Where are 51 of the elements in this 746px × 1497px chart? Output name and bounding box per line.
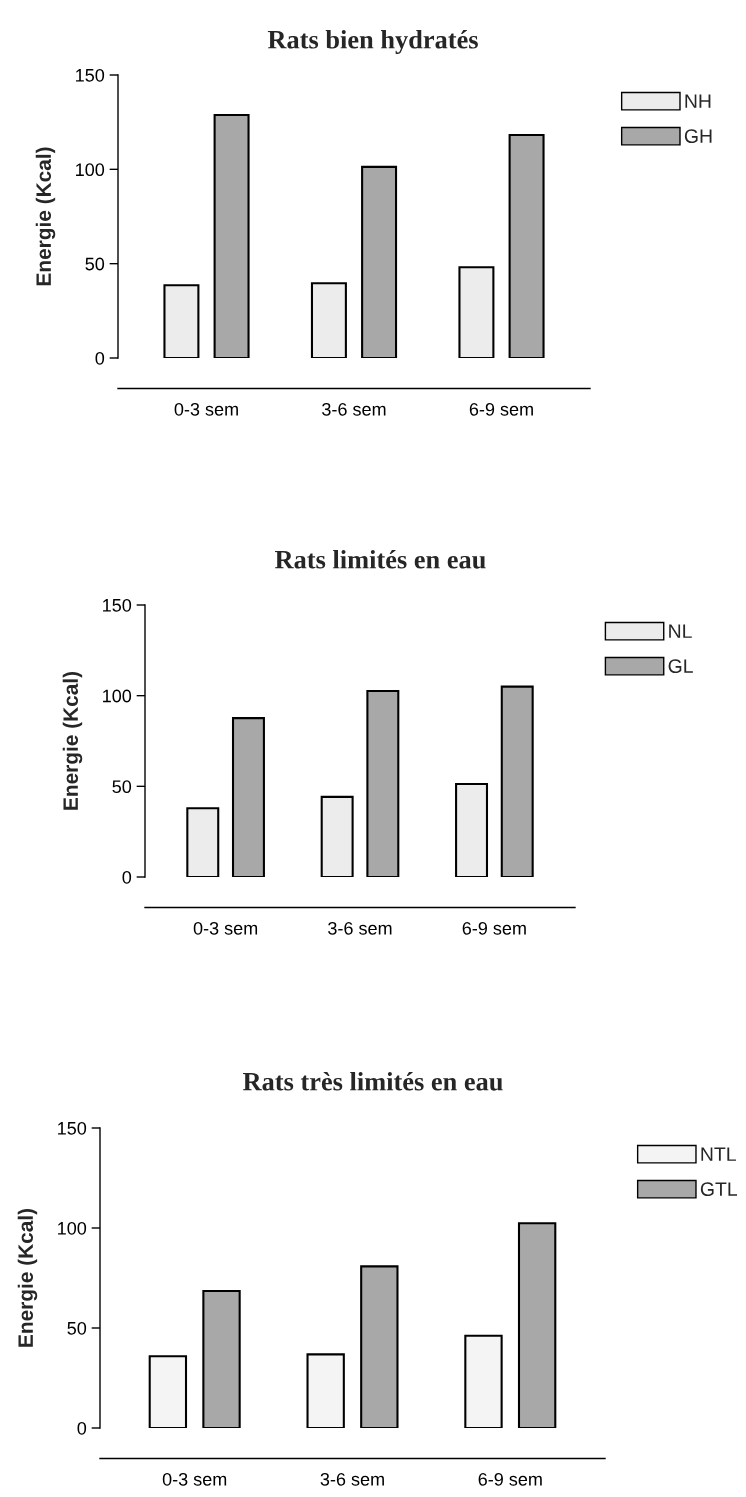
x-tick-label: 3-6 sem — [328, 921, 392, 935]
bar — [306, 1353, 345, 1428]
bar — [213, 113, 250, 358]
bar — [500, 685, 534, 877]
x-tick-label: 3-6 sem — [320, 1472, 384, 1486]
bar — [360, 1265, 399, 1428]
y-tick-label: 50 — [85, 257, 105, 271]
bar — [464, 1334, 503, 1428]
legend-label: GTL — [700, 1182, 738, 1196]
bar — [366, 689, 400, 877]
chart-title: Rats bien hydratés — [267, 30, 478, 55]
y-tick-label: 150 — [58, 1121, 87, 1135]
legend-label: NTL — [701, 1147, 736, 1161]
x-tick-label: 6-9 sem — [469, 402, 533, 416]
y-tick-label: 150 — [76, 68, 105, 82]
x-tick-label: 3-6 sem — [322, 402, 386, 416]
chart-title: Rats limités en eau — [275, 549, 486, 569]
y-tick-label: 0 — [122, 870, 132, 884]
bar — [320, 795, 354, 877]
bar — [455, 782, 489, 877]
bar — [458, 266, 495, 358]
bar — [231, 717, 265, 877]
x-tick-label: 0-3 sem — [162, 1472, 227, 1486]
y-tick-label: 0 — [95, 351, 105, 365]
y-tick-label: 50 — [112, 780, 132, 794]
bar — [163, 284, 200, 358]
bar — [148, 1355, 188, 1428]
bar — [202, 1289, 241, 1428]
x-tick-label: 6-9 sem — [478, 1472, 542, 1486]
x-tick-label: 0-3 sem — [174, 402, 238, 416]
y-axis-title: Energie (Kcal) — [35, 147, 56, 286]
x-tick-label: 0-3 sem — [193, 921, 258, 935]
y-tick-label: 100 — [58, 1221, 87, 1235]
bar — [186, 807, 220, 877]
legend-label: NL — [669, 624, 692, 638]
y-tick-label: 0 — [77, 1421, 87, 1435]
bar — [517, 1222, 557, 1428]
y-tick-label: 100 — [76, 163, 105, 177]
legend-label: NH — [685, 94, 711, 108]
bar — [310, 282, 347, 358]
legend-label: GL — [668, 659, 693, 673]
bar — [361, 165, 398, 358]
legend-label: GH — [684, 129, 712, 143]
x-tick-label: 6-9 sem — [462, 921, 526, 935]
y-tick-label: 100 — [103, 689, 132, 703]
y-axis-title: Energie (Kcal) — [17, 1208, 38, 1347]
y-tick-label: 50 — [67, 1321, 87, 1335]
y-axis-title: Energie (Kcal) — [62, 671, 83, 810]
chart-title: Rats très limités en eau — [243, 1071, 503, 1091]
bar — [508, 133, 545, 358]
y-tick-label: 150 — [103, 598, 132, 612]
